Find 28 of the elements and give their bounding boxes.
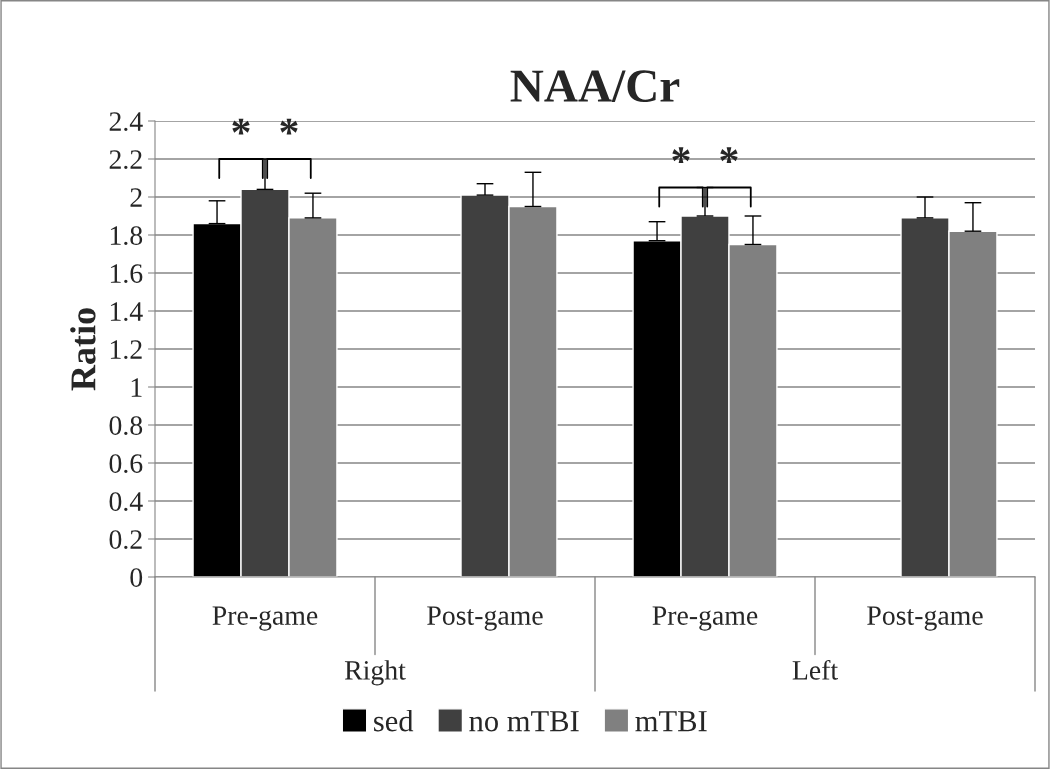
text: Right	[344, 660, 406, 686]
legend-label: sed	[374, 709, 414, 732]
x-tick-label: Post-game	[427, 606, 543, 631]
y-tick-label: 1.2	[110, 340, 142, 360]
chart-title: NAA/Cr	[510, 70, 680, 103]
y-tick-label: 0.8	[109, 416, 143, 436]
x-tick-label: Post-game	[867, 606, 983, 631]
annotation: *	[232, 118, 250, 135]
y-tick-label: 0	[130, 568, 143, 587]
legend-label: no mTBI	[469, 711, 579, 732]
x-tick-label: Pre-game	[652, 606, 758, 631]
y-tick-label: 0.2	[109, 530, 142, 550]
x-tick-label: Pre-game	[212, 606, 318, 631]
y-tick-label: 2.2	[109, 150, 142, 170]
legend-label: mTBI	[635, 711, 707, 732]
y-tick-label: 1	[131, 378, 142, 397]
y-tick-label: 1.8	[110, 226, 143, 246]
y-tick-label: 0.6	[109, 454, 143, 474]
annotation: *	[280, 118, 298, 135]
y-tick-label: 0.4	[109, 492, 143, 512]
y-axis-title: Ratio	[70, 308, 96, 391]
annotation: *	[720, 147, 738, 164]
y-tick-label: 1.4	[110, 302, 143, 322]
y-tick-label: 2	[130, 188, 142, 207]
y-tick-label: 2.4	[109, 112, 143, 132]
annotation: *	[672, 147, 690, 164]
text: Left	[792, 659, 838, 680]
y-tick-label: 1.6	[110, 264, 143, 284]
